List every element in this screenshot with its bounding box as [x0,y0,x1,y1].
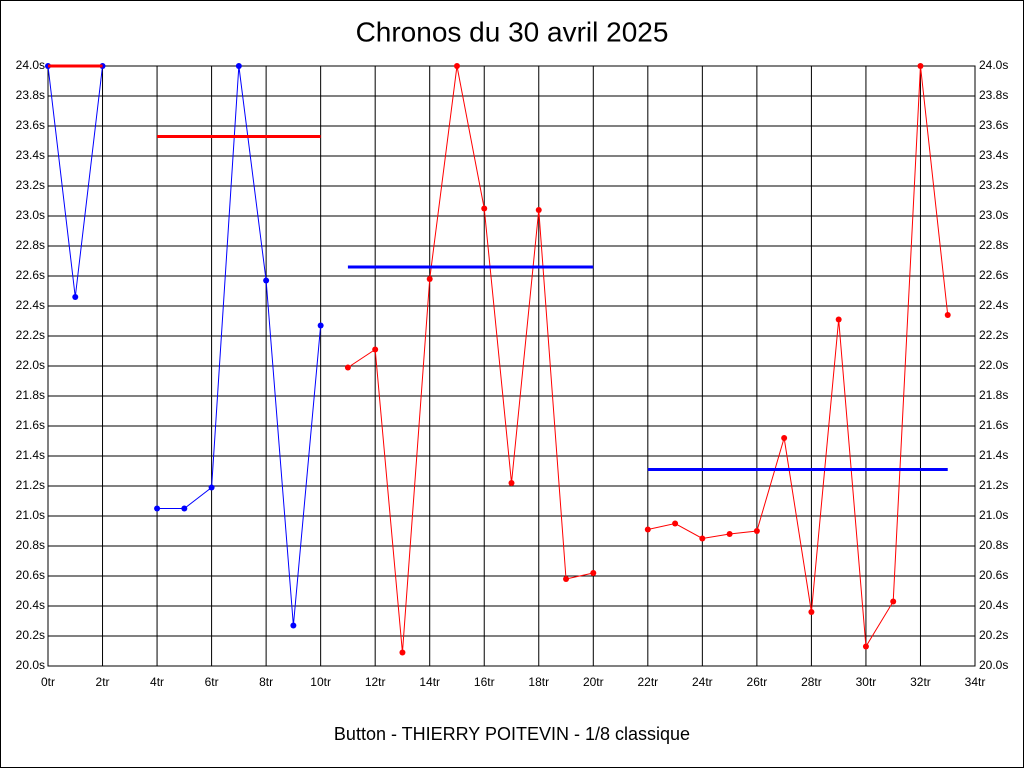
y-tick-label: 22.2s [16,328,45,342]
y-tick-label: 21.0s [16,508,45,522]
y-tick-label: 20.0s [16,658,45,672]
y-tick-label: 23.2s [16,178,45,192]
y-tick-label-right: 23.6s [979,118,1008,132]
data-point [208,484,215,491]
x-tick-label: 0tr [41,675,55,689]
x-tick-label: 6tr [205,675,219,689]
y-tick-label-right: 21.4s [979,448,1008,462]
data-point [644,526,651,533]
data-point [672,520,679,527]
y-tick-label: 21.4s [16,448,45,462]
y-tick-label: 20.8s [16,538,45,552]
x-tick-label: 32tr [910,675,931,689]
x-tick-label: 16tr [474,675,495,689]
y-tick-label: 23.6s [16,118,45,132]
data-point [917,63,924,69]
y-tick-label-right: 20.6s [979,568,1008,582]
data-point [535,207,542,213]
y-tick-label: 21.6s [16,418,45,432]
x-tick-label: 34tr [965,675,986,689]
y-tick-label-right: 24.0s [979,58,1008,72]
data-point [481,205,488,212]
data-point [290,622,297,629]
data-point [726,531,733,537]
data-point [181,505,188,512]
data-point [399,649,406,656]
y-tick-label-right: 20.0s [979,658,1008,672]
data-line [647,65,949,649]
data-point [835,316,842,323]
y-tick-label-right: 22.4s [979,298,1008,312]
data-point [862,643,869,650]
data-point [426,276,433,282]
x-tick-label: 8tr [259,675,273,689]
y-tick-label-right: 20.4s [979,598,1008,612]
x-tick-label: 2tr [96,675,110,689]
y-tick-label-right: 22.0s [979,358,1008,372]
y-tick-label: 23.0s [16,208,45,222]
y-tick-label: 22.6s [16,268,45,282]
y-tick-label-right: 20.2s [979,628,1008,642]
y-tick-label-right: 21.8s [979,388,1008,402]
data-point [317,322,324,329]
y-tick-label-right: 21.2s [979,478,1008,492]
y-tick-label-right: 20.8s [979,538,1008,552]
data-point [590,570,597,576]
data-point [453,63,460,69]
y-tick-label-right: 21.0s [979,508,1008,522]
y-tick-label: 24.0s [16,58,45,72]
x-tick-label: 14tr [419,675,440,689]
data-point [344,364,351,371]
y-tick-label: 20.4s [16,598,45,612]
data-point [263,277,270,284]
data-point [508,480,515,486]
y-tick-label: 21.2s [16,478,45,492]
x-tick-label: 22tr [637,675,658,689]
y-tick-label: 21.8s [16,388,45,402]
y-tick-label: 22.4s [16,298,45,312]
y-tick-label: 20.6s [16,568,45,582]
x-tick-label: 10tr [310,675,331,689]
data-point [890,598,897,605]
y-tick-label-right: 22.6s [979,268,1008,282]
data-point [699,535,706,542]
y-tick-label-right: 22.2s [979,328,1008,342]
x-tick-label: 26tr [747,675,768,689]
data-point [808,609,815,615]
data-point [72,294,79,300]
data-point [372,346,379,353]
x-tick-label: 12tr [365,675,386,689]
chart-title: Chronos du 30 avril 2025 [356,16,669,47]
data-line [347,65,594,653]
y-tick-label-right: 23.4s [979,148,1008,162]
x-tick-label: 18tr [528,675,549,689]
y-tick-label: 22.0s [16,358,45,372]
y-tick-label: 22.8s [16,238,45,252]
x-axis-label: Button - THIERRY POITEVIN - 1/8 classiqu… [334,724,690,744]
y-tick-label-right: 23.8s [979,88,1008,102]
y-tick-label: 23.4s [16,148,45,162]
data-point [753,528,760,534]
x-tick-label: 30tr [856,675,877,689]
data-point [154,505,161,512]
y-tick-label: 20.2s [16,628,45,642]
data-point [781,435,788,441]
x-tick-label: 20tr [583,675,604,689]
data-point [563,576,570,582]
y-tick-label-right: 23.0s [979,208,1008,222]
y-tick-label: 23.8s [16,88,45,102]
y-tick-label-right: 21.6s [979,418,1008,432]
y-tick-label-right: 22.8s [979,238,1008,252]
data-point [944,312,951,318]
y-tick-label-right: 23.2s [979,178,1008,192]
data-point [235,63,242,69]
x-tick-label: 4tr [150,675,164,689]
x-tick-label: 28tr [801,675,822,689]
x-tick-label: 24tr [692,675,713,689]
